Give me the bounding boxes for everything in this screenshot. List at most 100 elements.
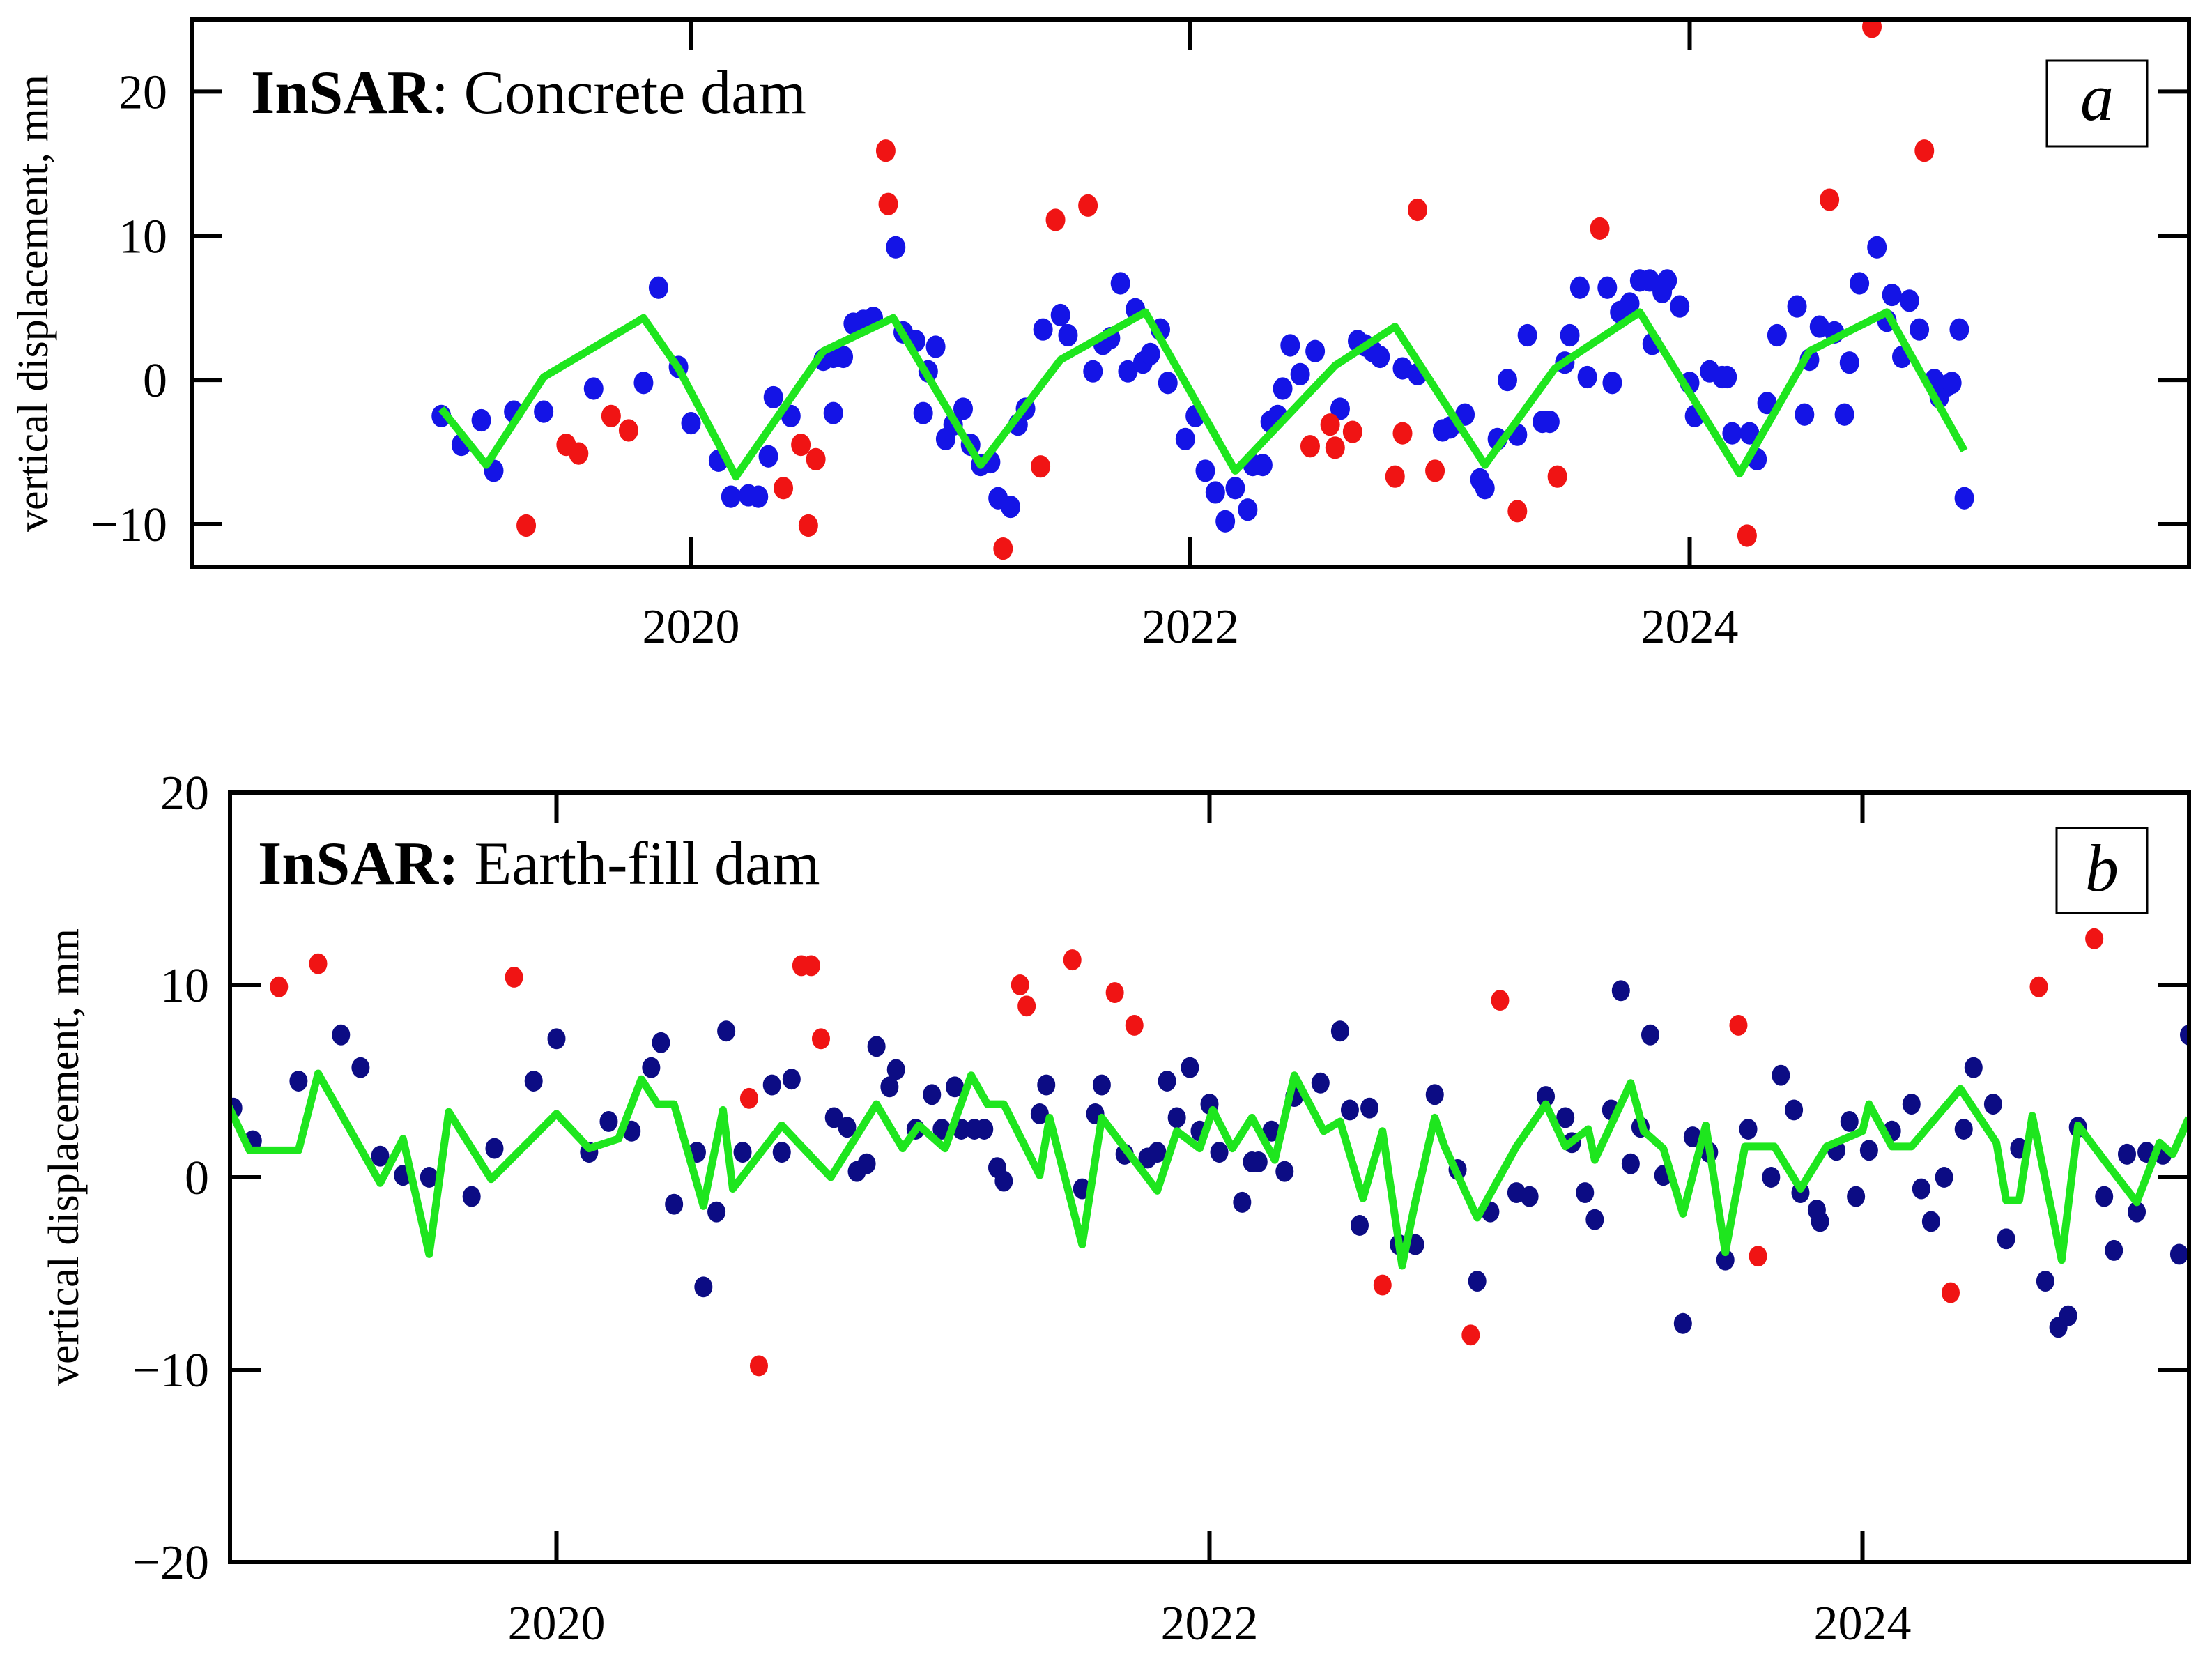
red-data-point	[1320, 413, 1340, 436]
blue-data-point	[1497, 369, 1517, 392]
blue-data-point	[1716, 1249, 1735, 1271]
red-data-point	[1737, 524, 1757, 547]
blue-data-point	[1158, 372, 1178, 395]
blue-data-point	[547, 1028, 566, 1050]
blue-data-point	[1556, 1107, 1575, 1128]
blue-data-point	[1340, 1099, 1359, 1121]
blue-data-point	[2169, 1243, 2188, 1265]
blue-data-point	[1092, 1074, 1111, 1096]
panel-b-label-box	[2055, 827, 2149, 914]
blue-data-point	[824, 1107, 843, 1128]
y-tick-label: −10	[91, 498, 167, 552]
red-data-point	[309, 953, 328, 974]
blue-data-point	[1148, 1142, 1167, 1163]
red-data-point	[1590, 217, 1610, 240]
red-data-point	[1914, 139, 1935, 162]
blue-data-point	[1195, 459, 1215, 482]
blue-data-point	[1238, 498, 1258, 521]
red-data-point	[1125, 1015, 1144, 1036]
panel-b-title-rest: Earth-fill dam	[459, 830, 820, 898]
blue-data-point	[1902, 1094, 1921, 1115]
blue-data-point	[748, 485, 769, 508]
blue-data-point	[1673, 1312, 1692, 1334]
blue-data-point	[867, 1036, 886, 1057]
blue-data-point	[1311, 1072, 1330, 1094]
red-data-point	[1385, 465, 1405, 488]
blue-data-point	[1033, 318, 1053, 341]
blue-data-point	[1834, 403, 1854, 426]
blue-data-point	[652, 1032, 670, 1053]
red-data-point	[806, 447, 826, 470]
blue-data-point	[1425, 1084, 1444, 1105]
blue-data-point	[1475, 477, 1495, 500]
blue-data-point	[1585, 1209, 1604, 1230]
blue-data-point	[1850, 272, 1870, 295]
blue-data-point	[763, 385, 783, 409]
blue-data-point	[471, 408, 491, 432]
red-data-point	[791, 434, 811, 457]
blue-data-point	[1576, 1182, 1595, 1204]
x-tick-label: 2022	[1142, 600, 1239, 654]
blue-data-point	[694, 1276, 713, 1298]
panel-b-title: InSAR: Earth-fill dam	[258, 830, 820, 898]
panel-b-plot-frame	[228, 790, 2191, 1564]
blue-data-point	[772, 1142, 791, 1163]
red-data-point	[798, 514, 818, 537]
panel-b-title-bold: InSAR:	[258, 830, 459, 898]
blue-data-point	[857, 1153, 876, 1174]
blue-data-point	[1935, 1167, 1953, 1188]
blue-data-point	[1517, 323, 1537, 347]
blue-data-point	[1252, 454, 1273, 477]
blue-data-point	[524, 1071, 543, 1092]
panel-a-title-bold: InSAR	[251, 59, 433, 127]
blue-data-point	[721, 485, 741, 508]
blue-data-point	[1030, 1103, 1049, 1124]
blue-data-point	[1839, 351, 1859, 374]
blue-data-point	[707, 1201, 726, 1223]
x-tick-label: 2024	[1641, 600, 1739, 654]
blue-data-point	[1569, 276, 1590, 299]
blue-data-point	[1001, 496, 1021, 519]
blue-data-point	[332, 1024, 351, 1046]
blue-data-point	[599, 1111, 618, 1132]
y-tick-label: 20	[160, 767, 209, 820]
red-data-point	[774, 477, 794, 500]
red-data-point	[505, 967, 523, 988]
red-data-point	[1461, 1324, 1480, 1346]
blue-data-point	[733, 1142, 752, 1163]
blue-data-point	[1158, 1071, 1176, 1092]
blue-data-point	[2059, 1305, 2077, 1326]
panel-a-title-rest: : Concrete dam	[431, 59, 806, 127]
blue-data-point	[462, 1186, 481, 1207]
red-data-point	[1729, 1015, 1748, 1036]
panel-a-title: InSAR: Concrete dam	[251, 59, 806, 127]
blue-data-point	[1899, 289, 1919, 312]
blue-data-point	[681, 412, 701, 435]
green-trend-line	[438, 308, 1968, 481]
blue-data-point	[1118, 360, 1138, 383]
blue-data-point	[1657, 269, 1677, 292]
blue-data-point	[2180, 1024, 2189, 1046]
blue-data-point	[1539, 410, 1560, 434]
blue-data-point	[1083, 360, 1103, 383]
red-data-point	[1373, 1274, 1392, 1296]
panel-b-marks	[230, 928, 2189, 1377]
blue-data-point	[1670, 295, 1690, 318]
blue-data-point	[1351, 1215, 1369, 1236]
y-tick-label: 0	[143, 354, 167, 408]
red-data-point	[1547, 465, 1567, 488]
blue-data-point	[2128, 1201, 2146, 1223]
blue-data-point	[1537, 1086, 1556, 1108]
blue-data-point	[1620, 292, 1640, 315]
blue-data-point	[371, 1145, 390, 1167]
blue-data-point	[1167, 1107, 1186, 1128]
blue-data-point	[838, 1117, 857, 1138]
blue-data-point	[1757, 392, 1777, 415]
red-data-point	[1749, 1246, 1767, 1267]
red-data-point	[1011, 974, 1029, 995]
blue-data-point	[1787, 295, 1807, 318]
blue-data-point	[1847, 1186, 1866, 1207]
blue-data-point	[717, 1020, 736, 1042]
blue-data-point	[1262, 1120, 1281, 1142]
blue-data-point	[823, 401, 843, 424]
